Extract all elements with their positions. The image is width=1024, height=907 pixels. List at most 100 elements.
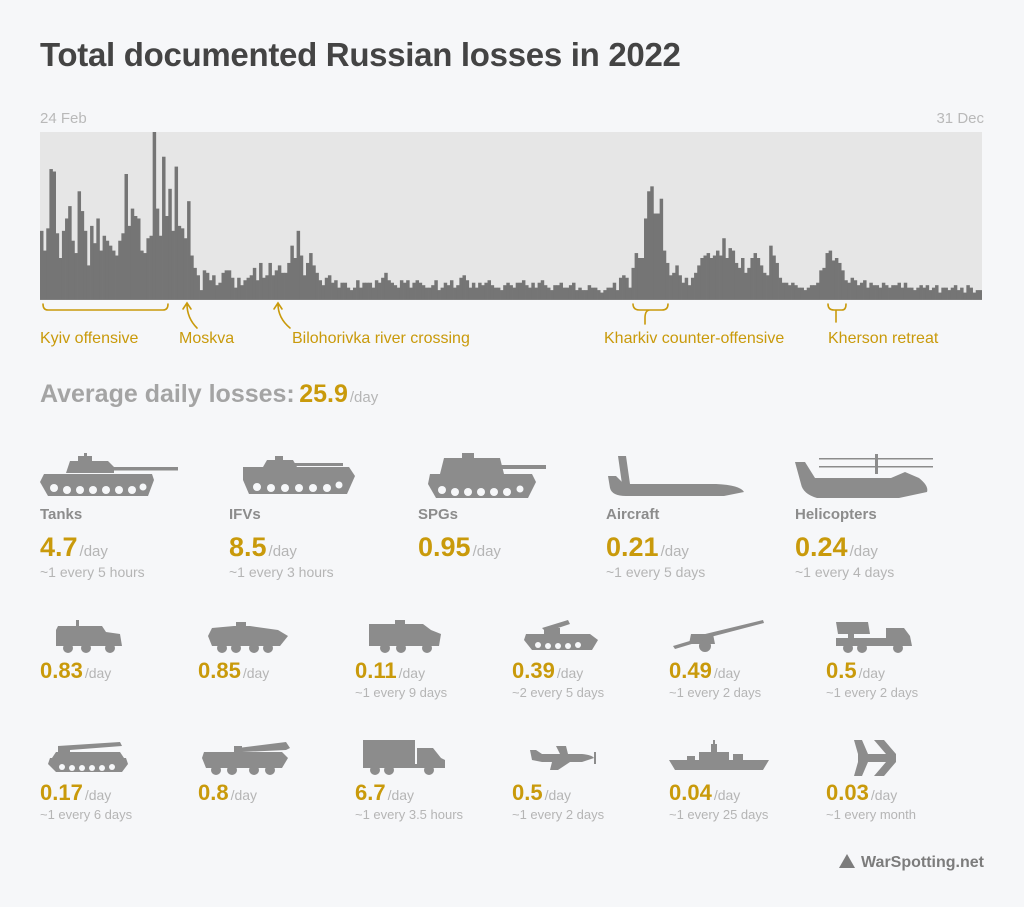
daily-loss-bar [622,275,626,300]
daily-loss-bar [700,258,704,300]
rate-unit: /day [870,787,898,803]
armored-car-icon [56,620,122,653]
daily-loss-bar [844,280,848,300]
daily-loss-bar [809,285,814,300]
tank-icon [40,453,178,496]
daily-loss-bar [199,290,204,300]
category-frequency: ~1 every 3 hours [229,564,334,580]
daily-loss-bar [449,280,454,300]
daily-loss-bar [618,277,623,300]
daily-loss-bar [152,132,157,300]
daily-loss-bar [265,275,269,300]
daily-loss-bar [972,292,977,300]
daily-loss-bar [678,275,682,300]
daily-loss-bar [866,287,870,300]
rate-value: 0.39 [512,658,555,683]
daily-loss-bar [712,255,717,300]
rate-unit: /day [84,665,112,681]
daily-loss-bar [725,258,729,300]
daily-loss-bar [55,233,60,300]
category-rate: 4.7/day [40,532,108,563]
category-name: SPGs [418,506,459,523]
daily-loss-bar [690,277,695,300]
category-rate: 0.21/day [606,532,689,563]
rate-value: 0.11 [355,658,397,683]
category-rate: 0.85/day [198,658,269,684]
daily-loss-bar [903,282,908,300]
daily-loss-bar [93,243,97,300]
daily-loss-bar [512,287,517,300]
rate-value: 0.49 [669,658,712,683]
daily-loss-bar [377,282,382,300]
category-rate: 0.8/day [198,780,257,806]
daily-loss-bar [825,253,829,300]
daily-loss-bar [634,253,639,300]
rate-value: 0.8 [198,780,229,805]
daily-loss-bar [975,290,980,300]
daily-loss-bar [111,250,116,300]
daily-loss-bar [493,287,498,300]
daily-loss-bar [124,174,128,300]
daily-loss-bar [669,275,673,300]
rate-value: 0.17 [40,780,83,805]
daily-loss-bar [672,272,676,300]
recovery-vehicle-icon [202,742,290,775]
daily-loss-bar [831,260,836,300]
daily-loss-bar [640,258,645,300]
daily-loss-bar [590,287,595,300]
daily-loss-bar [935,285,939,300]
daily-loss-bar [787,285,792,300]
daily-loss-bar [165,216,169,300]
daily-loss-bar [515,282,520,300]
daily-loss-bar [956,290,961,300]
daily-loss-bar [99,250,103,300]
daily-loss-bar [587,285,592,300]
daily-loss-bar [675,265,679,300]
daily-loss-bar [781,282,786,300]
category-rate: 0.5/day [512,780,571,806]
daily-loss-bar [249,275,254,300]
daily-loss-bar [769,245,773,300]
daily-loss-bar [115,255,119,300]
daily-loss-bar [71,240,75,300]
daily-loss-bar [521,280,526,300]
annotation-kharkiv: Kharkiv counter-offensive [604,330,785,347]
daily-loss-bar [950,287,955,300]
daily-loss-bar [468,287,473,300]
rate-unit: /day [79,543,108,560]
category-frequency: ~1 every 2 days [669,685,762,700]
daily-loss-bar [146,238,150,300]
kyiv-offensive-bracket [42,303,169,311]
annotation-moskva: Moskva [179,330,235,347]
daily-loss-bar [80,211,85,300]
daily-loss-bar [791,282,795,300]
daily-loss-bar [162,156,166,300]
daily-loss-bar [356,280,360,300]
daily-loss-bar [130,208,135,300]
sam-launcher-icon [524,620,598,650]
daily-loss-bar [813,285,817,300]
daily-loss-bar [819,270,823,300]
daily-loss-bar [562,287,567,300]
daily-loss-bar [337,287,341,300]
daily-loss-bar [913,290,917,300]
fighter-jet-icon [854,740,896,776]
daily-loss-bar [121,233,125,300]
daily-loss-bar [706,253,711,300]
category-frequency: ~1 every month [826,807,916,822]
daily-loss-bar [731,250,736,300]
drone-icon [530,746,596,770]
daily-loss-bar [960,287,964,300]
daily-loss-bar [456,285,460,300]
daily-loss-bar [230,277,235,300]
daily-loss-bar [800,287,804,300]
daily-loss-bar [437,290,441,300]
daily-loss-bar [293,258,297,300]
daily-loss-bar [944,287,948,300]
rate-value: 0.04 [669,780,712,805]
daily-loss-bar [719,255,723,300]
rate-unit: /day [713,787,741,803]
daily-loss-bar [268,262,272,300]
daily-loss-bar [349,290,354,300]
daily-loss-bar [575,290,579,300]
